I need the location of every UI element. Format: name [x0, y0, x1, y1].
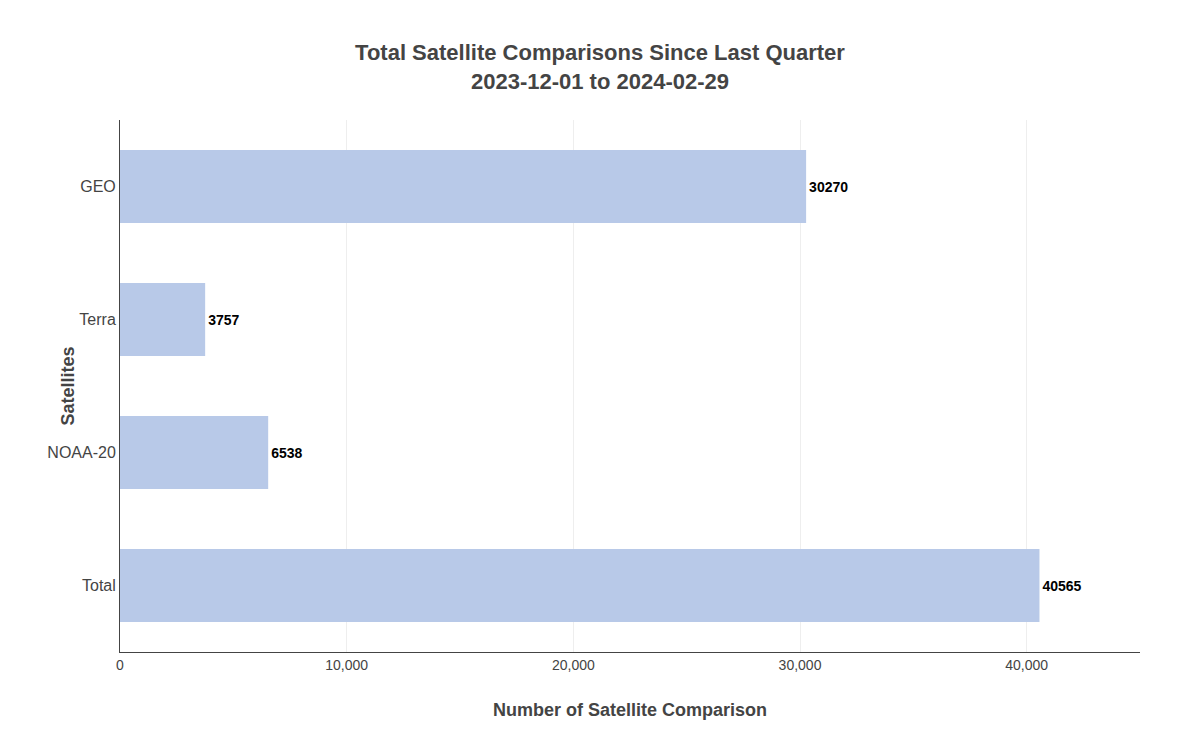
svg-text:10,000: 10,000 — [325, 657, 368, 673]
svg-text:40565: 40565 — [1042, 578, 1081, 594]
svg-text:30,000: 30,000 — [779, 657, 822, 673]
svg-text:GEO: GEO — [80, 178, 116, 195]
svg-text:0: 0 — [116, 657, 124, 673]
svg-text:Number of Satellite Comparison: Number of Satellite Comparison — [493, 700, 767, 720]
svg-text:Satellites: Satellites — [58, 346, 78, 425]
svg-text:Terra: Terra — [79, 311, 116, 328]
svg-text:3757: 3757 — [208, 312, 239, 328]
svg-text:6538: 6538 — [271, 445, 302, 461]
svg-text:40,000: 40,000 — [1005, 657, 1048, 673]
svg-text:20,000: 20,000 — [552, 657, 595, 673]
svg-text:Total Satellite Comparisons Si: Total Satellite Comparisons Since Last Q… — [355, 40, 845, 94]
svg-text:Total: Total — [82, 577, 116, 594]
svg-text:NOAA-20: NOAA-20 — [47, 444, 116, 461]
svg-text:30270: 30270 — [809, 179, 848, 195]
